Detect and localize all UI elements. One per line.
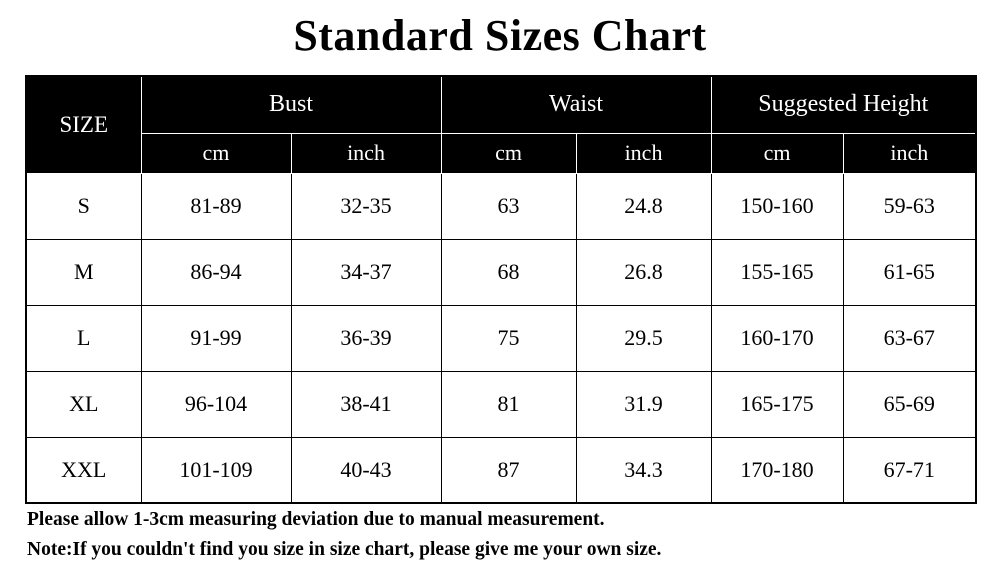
value-cell: 150-160 bbox=[710, 172, 844, 240]
header-unit-row: cm inch cm inch cm inch bbox=[26, 132, 977, 174]
value-cell: 63-67 bbox=[842, 304, 977, 372]
header-height-inch: inch bbox=[842, 132, 977, 174]
table-row: XXL 101-109 40-43 87 34.3 170-180 67-71 bbox=[25, 436, 977, 504]
size-cell: XL bbox=[25, 370, 142, 438]
footer-notes: Please allow 1-3cm measuring deviation d… bbox=[27, 505, 987, 565]
value-cell: 96-104 bbox=[140, 370, 292, 438]
value-cell: 34.3 bbox=[575, 436, 712, 504]
value-cell: 101-109 bbox=[140, 436, 292, 504]
value-cell: 59-63 bbox=[842, 172, 977, 240]
header-group-suggested-height: Suggested Height bbox=[710, 75, 977, 134]
header-waist-cm: cm bbox=[440, 132, 577, 174]
value-cell: 81-89 bbox=[140, 172, 292, 240]
size-cell: S bbox=[25, 172, 142, 240]
value-cell: 31.9 bbox=[575, 370, 712, 438]
table-row: XL 96-104 38-41 81 31.9 165-175 65-69 bbox=[25, 370, 977, 438]
table-header: SIZE Bust Waist Suggested Height cm inch… bbox=[25, 75, 977, 174]
value-cell: 165-175 bbox=[710, 370, 844, 438]
value-cell: 61-65 bbox=[842, 238, 977, 306]
value-cell: 34-37 bbox=[290, 238, 442, 306]
value-cell: 29.5 bbox=[575, 304, 712, 372]
value-cell: 155-165 bbox=[710, 238, 844, 306]
value-cell: 36-39 bbox=[290, 304, 442, 372]
header-size: SIZE bbox=[25, 75, 142, 174]
value-cell: 87 bbox=[440, 436, 577, 504]
page-title: Standard Sizes Chart bbox=[293, 11, 707, 60]
table-body: S 81-89 32-35 63 24.8 150-160 59-63 M 86… bbox=[25, 172, 977, 504]
size-cell: XXL bbox=[25, 436, 142, 504]
header-bust-cm: cm bbox=[140, 132, 292, 174]
value-cell: 91-99 bbox=[140, 304, 292, 372]
header-waist-inch: inch bbox=[575, 132, 712, 174]
custom-size-note: Note:If you couldn't find you size in si… bbox=[27, 539, 662, 560]
value-cell: 81 bbox=[440, 370, 577, 438]
measuring-deviation-note: Please allow 1-3cm measuring deviation d… bbox=[27, 509, 605, 530]
value-cell: 40-43 bbox=[290, 436, 442, 504]
table-row: S 81-89 32-35 63 24.8 150-160 59-63 bbox=[25, 172, 977, 240]
header-group-row: SIZE Bust Waist Suggested Height bbox=[25, 75, 977, 174]
header-group-waist: Waist bbox=[440, 75, 712, 134]
value-cell: 75 bbox=[440, 304, 577, 372]
value-cell: 24.8 bbox=[575, 172, 712, 240]
header-group-bust: Bust bbox=[140, 75, 442, 134]
value-cell: 65-69 bbox=[842, 370, 977, 438]
value-cell: 32-35 bbox=[290, 172, 442, 240]
table-row: M 86-94 34-37 68 26.8 155-165 61-65 bbox=[25, 238, 977, 306]
size-table: SIZE Bust Waist Suggested Height cm inch… bbox=[25, 75, 978, 504]
value-cell: 68 bbox=[440, 238, 577, 306]
header-bust-inch: inch bbox=[290, 132, 442, 174]
value-cell: 170-180 bbox=[710, 436, 844, 504]
value-cell: 67-71 bbox=[842, 436, 977, 504]
table-row: L 91-99 36-39 75 29.5 160-170 63-67 bbox=[25, 304, 977, 372]
value-cell: 63 bbox=[440, 172, 577, 240]
value-cell: 86-94 bbox=[140, 238, 292, 306]
size-cell: M bbox=[25, 238, 142, 306]
header-height-cm: cm bbox=[710, 132, 844, 174]
value-cell: 26.8 bbox=[575, 238, 712, 306]
size-cell: L bbox=[25, 304, 142, 372]
value-cell: 38-41 bbox=[290, 370, 442, 438]
value-cell: 160-170 bbox=[710, 304, 844, 372]
